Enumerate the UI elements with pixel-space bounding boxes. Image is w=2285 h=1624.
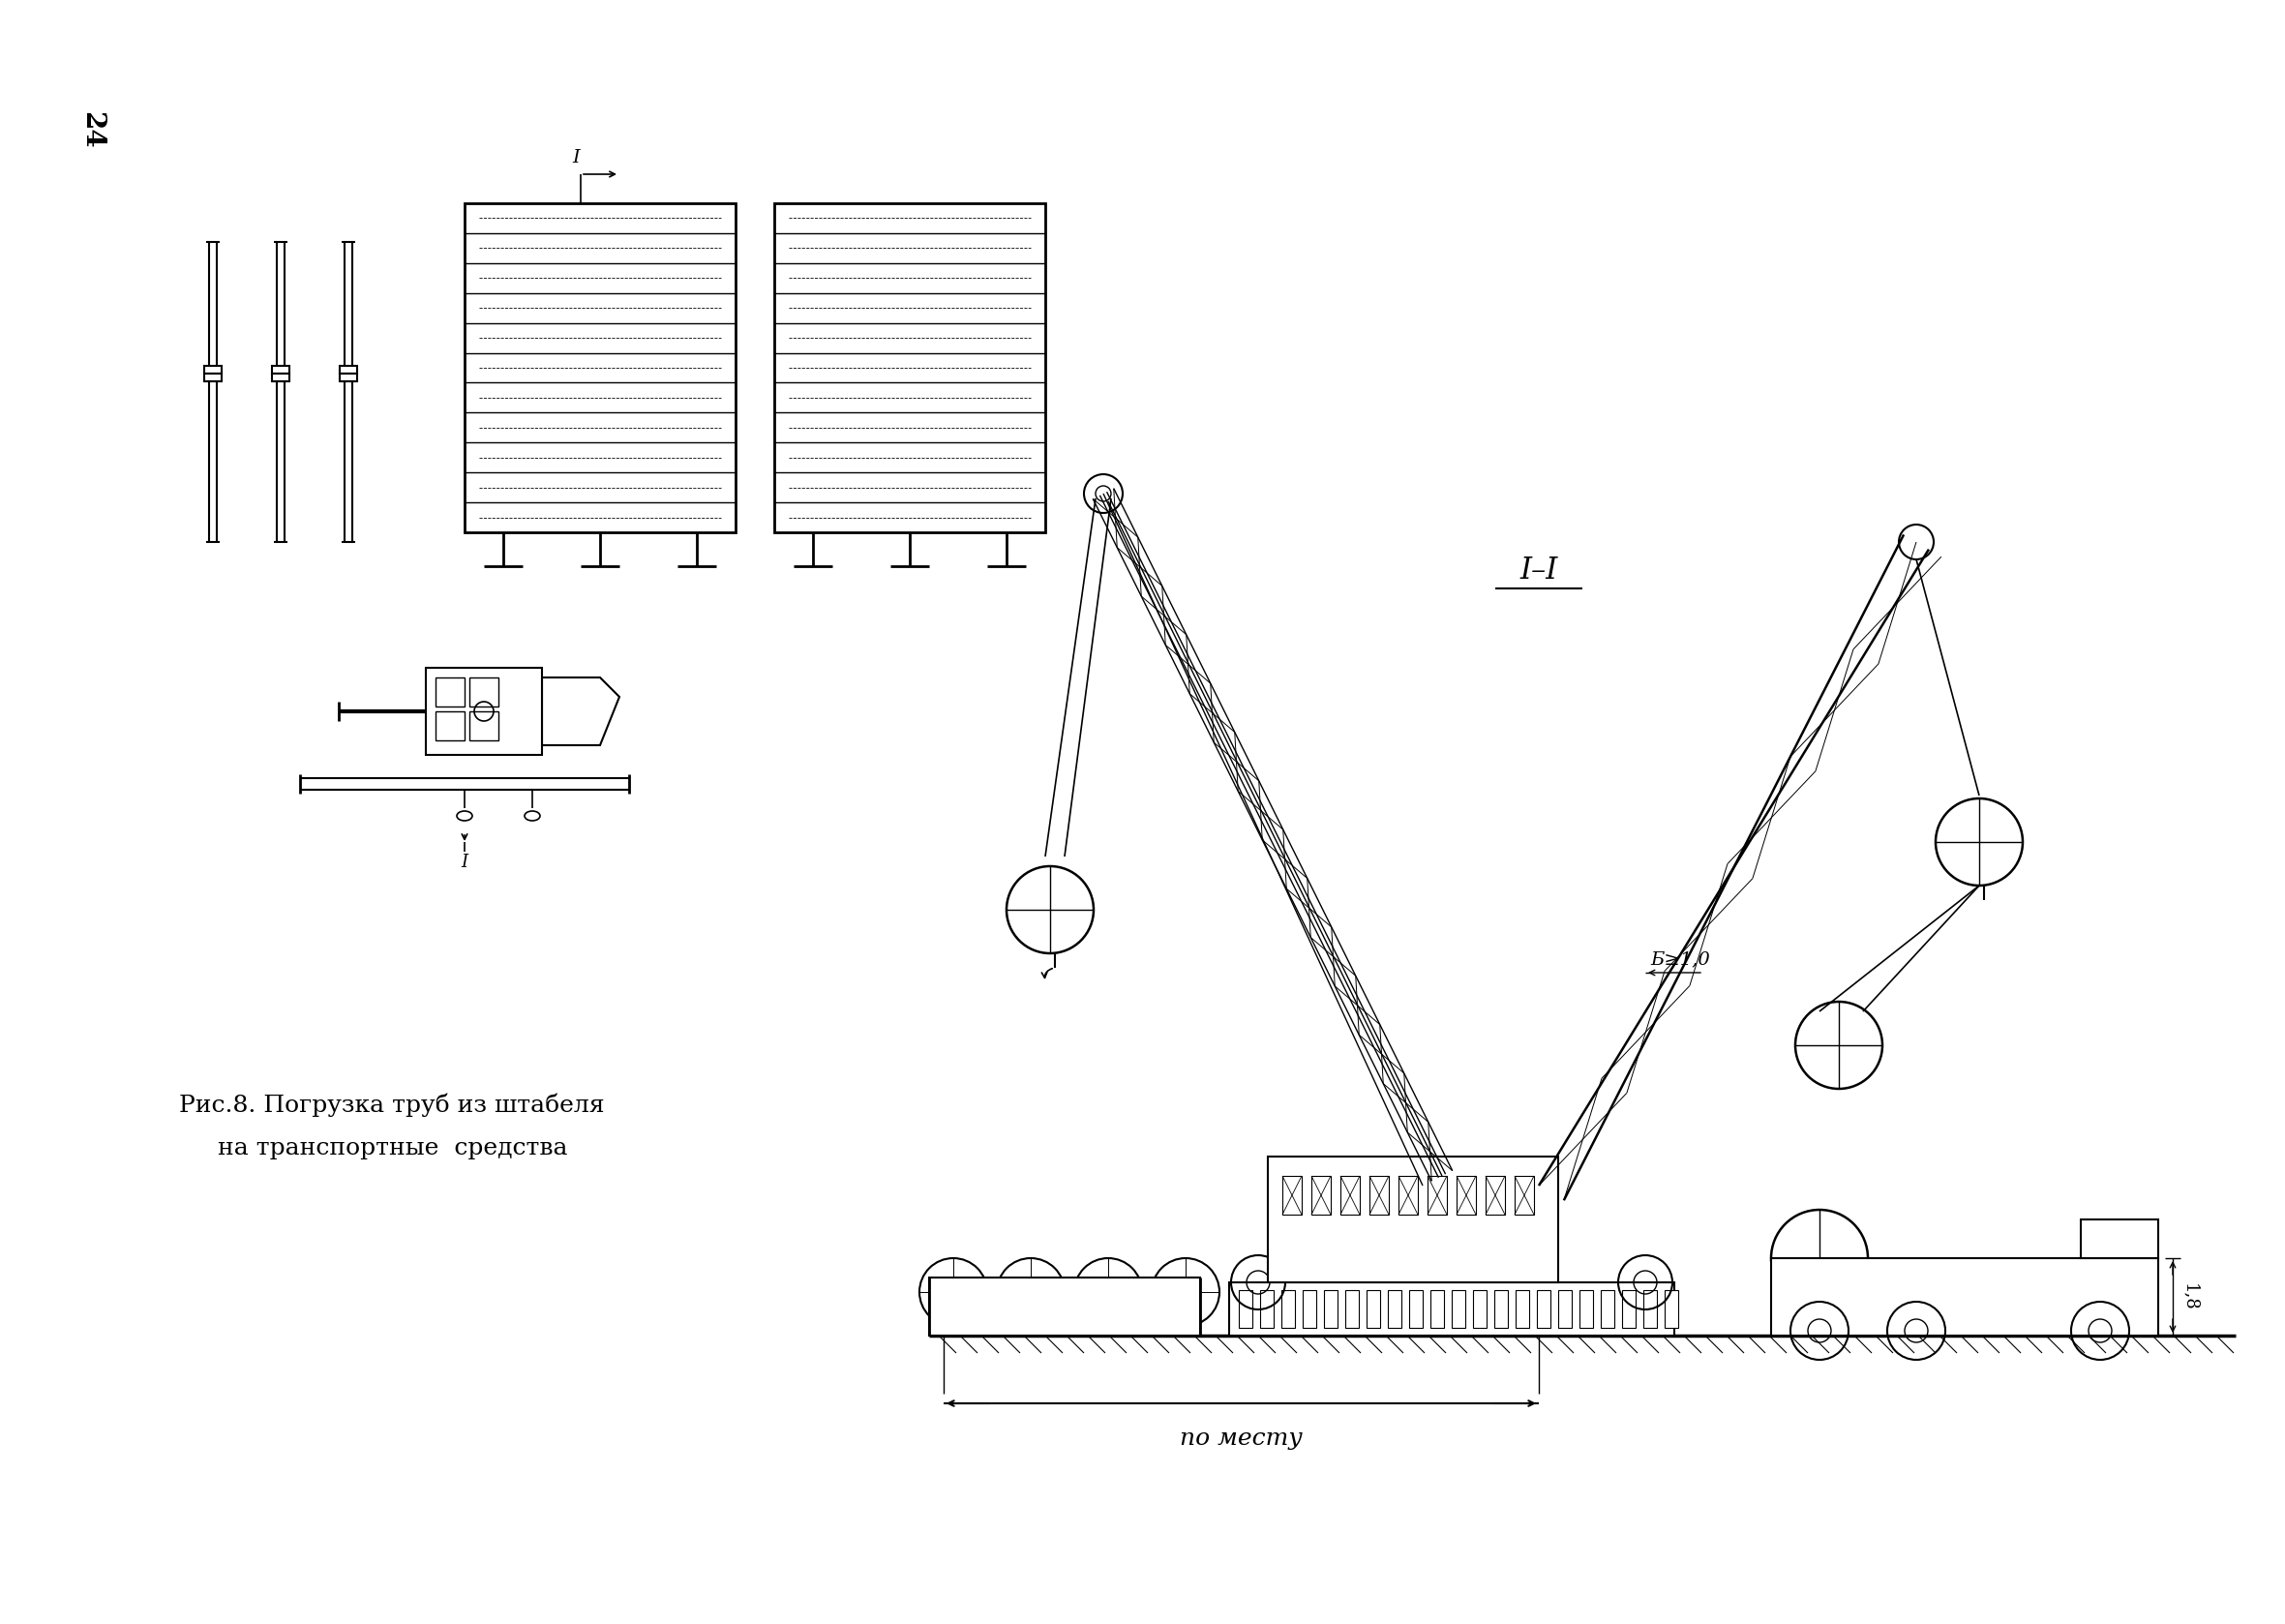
Text: 24: 24 xyxy=(80,112,105,149)
Bar xyxy=(930,1278,1200,1335)
Bar xyxy=(1398,1176,1417,1215)
Polygon shape xyxy=(542,677,619,745)
Bar xyxy=(1282,1289,1296,1328)
Bar xyxy=(1366,1289,1380,1328)
Bar xyxy=(436,711,464,741)
Bar xyxy=(1451,1289,1465,1328)
Bar xyxy=(1341,1176,1360,1215)
Bar xyxy=(1323,1289,1337,1328)
Text: на транспортные  средства: на транспортные средства xyxy=(217,1137,567,1160)
Bar xyxy=(1282,1176,1302,1215)
Bar xyxy=(425,667,542,755)
Bar xyxy=(272,365,290,374)
Text: 1,8: 1,8 xyxy=(2180,1283,2198,1311)
Bar xyxy=(1259,1289,1273,1328)
Bar xyxy=(1643,1289,1657,1328)
Bar xyxy=(1430,1289,1444,1328)
Text: Рис.8. Погрузка труб из штабеля: Рис.8. Погрузка труб из штабеля xyxy=(178,1093,606,1117)
Bar xyxy=(1229,1283,1675,1335)
Bar xyxy=(1622,1289,1636,1328)
Bar xyxy=(272,374,290,382)
Bar xyxy=(1515,1289,1529,1328)
Bar xyxy=(1474,1289,1488,1328)
Bar xyxy=(1346,1289,1360,1328)
Text: I: I xyxy=(462,854,468,870)
Bar xyxy=(1268,1156,1558,1283)
Bar xyxy=(1515,1176,1533,1215)
Bar xyxy=(1312,1176,1330,1215)
Bar xyxy=(468,677,498,706)
Bar xyxy=(1387,1289,1401,1328)
Bar xyxy=(1558,1289,1572,1328)
Bar xyxy=(1602,1289,1613,1328)
Bar xyxy=(1579,1289,1593,1328)
Bar xyxy=(464,203,736,533)
Bar xyxy=(1771,1259,2159,1335)
Text: I: I xyxy=(571,149,580,167)
Bar xyxy=(1494,1289,1508,1328)
Bar xyxy=(1428,1176,1446,1215)
Bar xyxy=(340,365,356,374)
Bar xyxy=(468,711,498,741)
Text: Б≥1,0: Б≥1,0 xyxy=(1650,950,1709,968)
Bar xyxy=(1302,1289,1316,1328)
Bar xyxy=(1369,1176,1389,1215)
Bar xyxy=(203,374,222,382)
Bar xyxy=(1410,1289,1424,1328)
Text: по месту: по месту xyxy=(1179,1427,1302,1450)
Bar xyxy=(1538,1289,1552,1328)
Bar xyxy=(1485,1176,1506,1215)
Bar xyxy=(203,365,222,374)
Bar xyxy=(1238,1289,1252,1328)
Bar xyxy=(1456,1176,1476,1215)
Text: I–I: I–I xyxy=(1520,555,1558,586)
Bar xyxy=(436,677,464,706)
Bar xyxy=(1666,1289,1677,1328)
Bar xyxy=(775,203,1044,533)
Bar xyxy=(340,374,356,382)
Bar xyxy=(2082,1220,2159,1259)
